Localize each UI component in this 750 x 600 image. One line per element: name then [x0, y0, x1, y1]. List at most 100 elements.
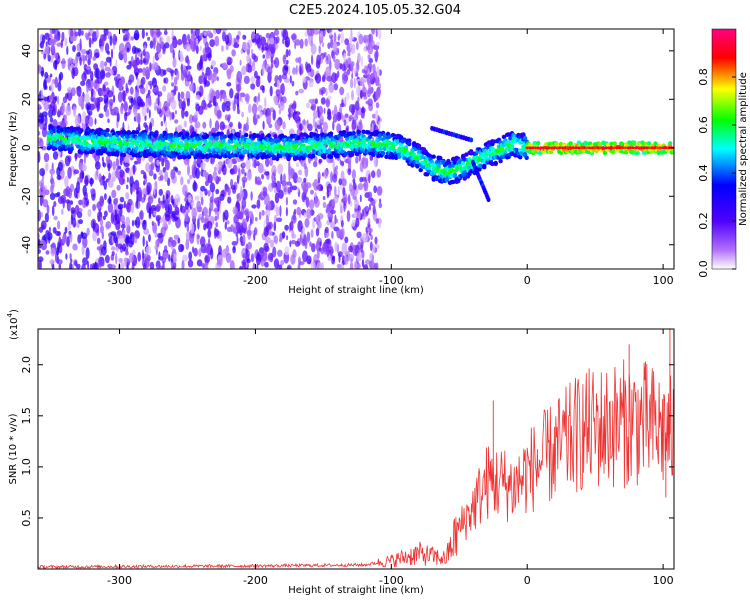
noise-cell	[133, 29, 140, 41]
noise-cell	[322, 242, 328, 252]
noise-cell	[287, 186, 291, 194]
ridge-cell	[627, 140, 632, 145]
noise-cell	[214, 215, 218, 222]
noise-cell	[308, 199, 315, 210]
noise-cell	[38, 248, 41, 254]
ridge-cell	[322, 155, 327, 160]
noise-cell	[38, 238, 41, 245]
noise-cell	[291, 185, 298, 191]
noise-cell	[281, 231, 286, 239]
ridge-core-cell	[593, 146, 597, 150]
noise-cell	[107, 162, 111, 172]
noise-cell	[85, 247, 90, 260]
noise-cell	[269, 85, 273, 97]
noise-cell	[210, 93, 213, 99]
noise-cell	[337, 29, 343, 32]
noise-cell	[115, 157, 119, 167]
ridge-cell	[356, 129, 361, 134]
noise-cell	[155, 97, 159, 105]
noise-cell	[301, 119, 307, 126]
noise-cell	[334, 185, 337, 197]
noise-cell	[311, 103, 316, 112]
noise-cell	[264, 261, 269, 268]
noise-cell	[322, 201, 327, 209]
noise-cell	[375, 218, 380, 224]
noise-cell	[333, 32, 337, 44]
noise-cell	[343, 200, 346, 212]
noise-cell	[46, 33, 50, 39]
spectrogram-x-label: Height of straight line (km)	[288, 285, 424, 296]
noise-cell	[251, 204, 257, 209]
noise-cell	[361, 157, 368, 169]
noise-cell	[265, 42, 269, 51]
noise-cell	[333, 40, 337, 52]
noise-cell	[68, 187, 72, 199]
noise-cell	[322, 74, 326, 82]
noise-cell	[39, 168, 46, 177]
noise-cell	[164, 170, 169, 183]
noise-cell	[251, 53, 256, 60]
noise-cell	[368, 259, 375, 269]
noise-cell	[310, 189, 314, 195]
noise-cell	[186, 221, 190, 233]
noise-cell	[50, 243, 56, 248]
noise-cell	[82, 236, 88, 249]
noise-cell	[85, 65, 91, 71]
y-tick-label: -20	[20, 187, 33, 205]
colorbar-gradient	[711, 28, 737, 270]
noise-cell	[122, 37, 128, 42]
noise-cell	[70, 258, 73, 263]
noise-cell	[315, 185, 321, 190]
noise-cell	[149, 62, 152, 72]
noise-cell	[82, 123, 87, 130]
noise-cell	[274, 57, 280, 69]
noise-cell	[204, 180, 209, 187]
noise-cell	[204, 41, 209, 54]
noise-cell	[327, 108, 332, 117]
noise-cell	[78, 199, 83, 206]
noise-cell	[265, 157, 270, 167]
noise-cell	[278, 264, 283, 269]
noise-cell	[88, 116, 94, 127]
noise-cell	[177, 170, 182, 176]
ridge-cell	[483, 155, 489, 160]
noise-cell	[368, 173, 371, 184]
noise-cell	[131, 45, 137, 55]
noise-cell	[253, 227, 258, 236]
noise-cell	[256, 95, 259, 106]
noise-cell	[38, 151, 41, 163]
ridge-cell	[451, 179, 456, 185]
noise-cell	[356, 252, 362, 262]
noise-cell	[216, 29, 220, 35]
noise-cell	[229, 260, 235, 269]
noise-cell	[351, 119, 357, 130]
noise-cell	[204, 188, 208, 196]
noise-cell	[267, 200, 271, 210]
ridge-cell	[129, 144, 135, 149]
ridge-cell	[299, 132, 304, 138]
noise-cell	[332, 113, 338, 123]
noise-cell	[254, 217, 258, 222]
noise-cell	[227, 57, 233, 65]
ridge-core-cell	[634, 146, 638, 150]
ridge-cell	[431, 154, 436, 159]
noise-cell	[48, 108, 54, 119]
noise-cell	[194, 121, 201, 129]
noise-cell	[54, 95, 58, 101]
ridge-cell	[478, 163, 484, 169]
noise-cell	[290, 34, 297, 40]
noise-cell	[180, 71, 185, 82]
snr-y-label: SNR (10 * v/v)	[8, 413, 19, 484]
noise-cell	[363, 78, 367, 83]
ridge-cell	[315, 137, 321, 142]
colorbar-tick-label: 0.6	[697, 116, 710, 134]
noise-cell	[263, 242, 269, 252]
noise-cell	[262, 85, 265, 94]
noise-cell	[359, 89, 363, 100]
noise-cell	[195, 45, 199, 55]
noise-cell	[374, 236, 378, 245]
noise-cell	[267, 66, 273, 76]
noise-cell	[231, 241, 238, 246]
noise-cell	[326, 56, 329, 61]
noise-cell	[312, 110, 319, 119]
